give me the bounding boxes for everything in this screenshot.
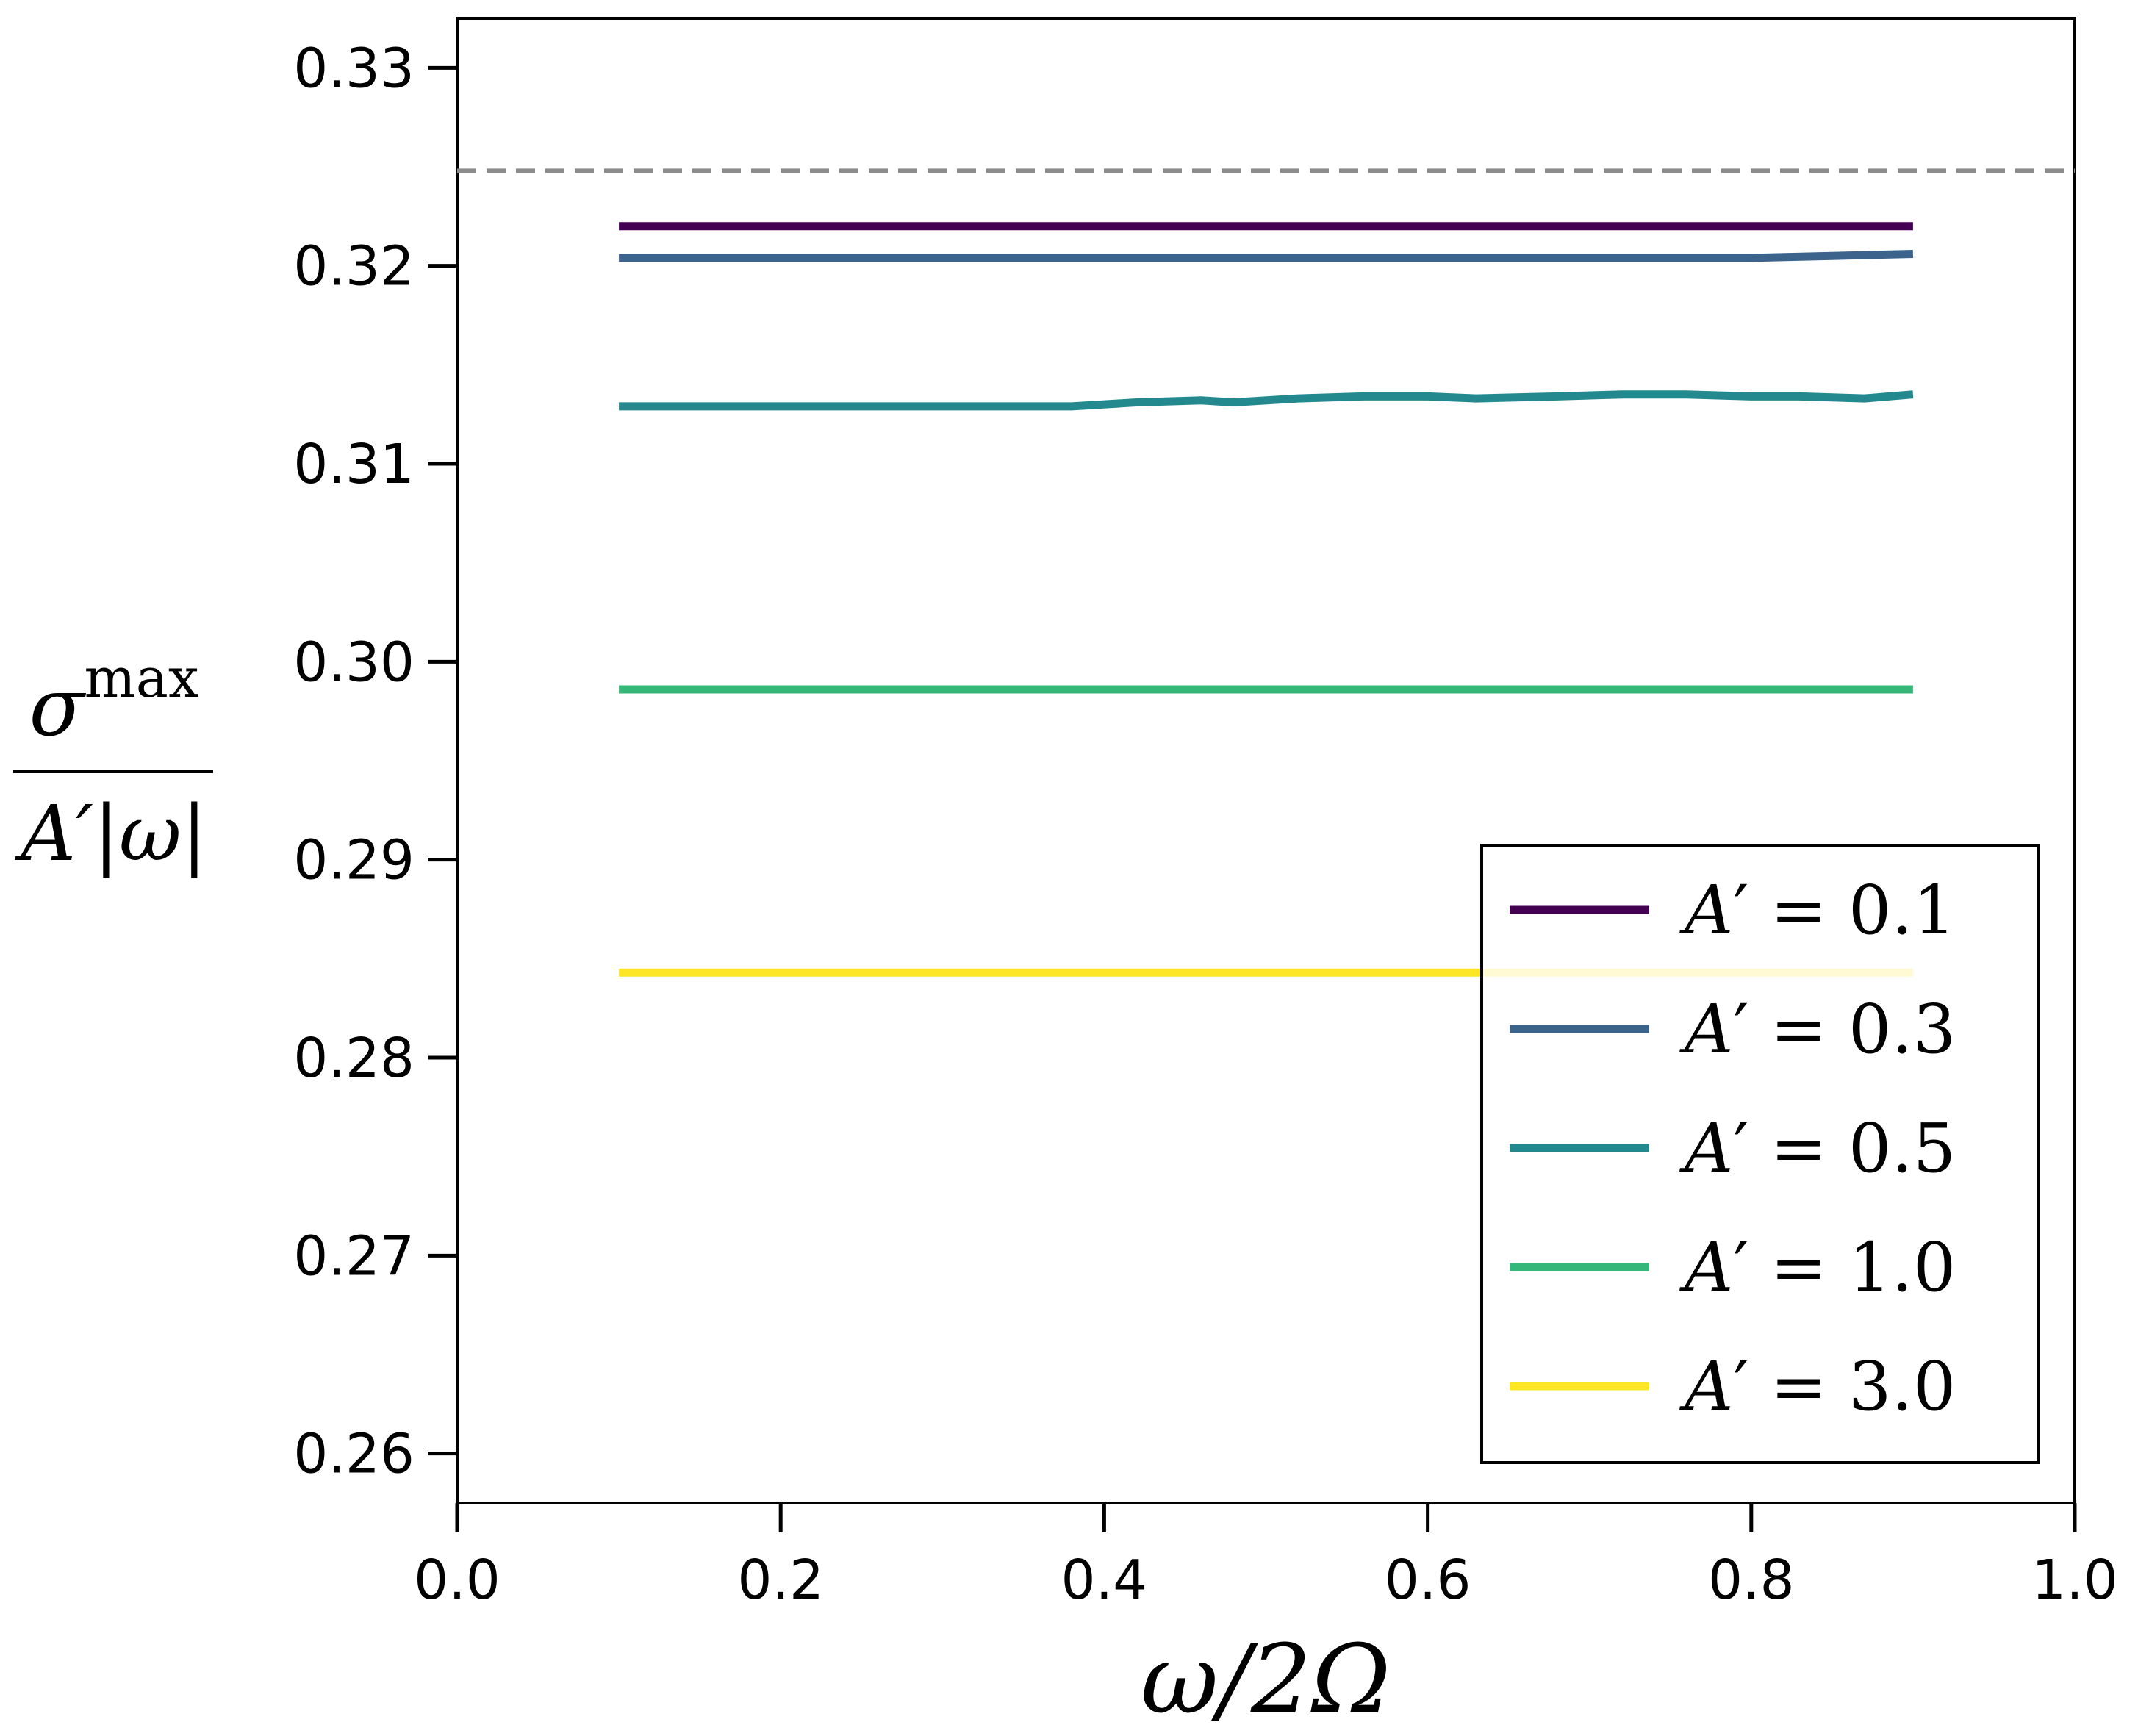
x-tick-label: 0.2 [737, 1549, 824, 1612]
x-tick-label: 0.8 [1708, 1549, 1795, 1612]
y-tick-label: 0.30 [293, 631, 415, 694]
y-label-numerator-sup: max [85, 647, 199, 710]
legend-label-5: A′ = 3.0 [1679, 1347, 1956, 1426]
y-tick-label: 0.33 [293, 37, 415, 100]
legend: A′ = 0.1 A′ = 0.3 A′ = 0.5 A′ = 1.0 A′ = 3.0 [1480, 844, 2040, 1464]
y-axis-ticks: 0.26 0.27 0.28 0.29 0.30 0.31 0.32 0.33 [293, 37, 457, 1486]
x-axis-label: ω/2Ω [1141, 1624, 1391, 1735]
series-line-3 [619, 390, 1914, 411]
legend-box [1480, 844, 2040, 1464]
y-tick-label: 0.27 [293, 1224, 415, 1288]
y-tick-label: 0.28 [293, 1027, 415, 1090]
x-tick-label: 1.0 [2031, 1549, 2118, 1612]
y-label-denominator: A′|ω| [15, 789, 207, 878]
legend-label-1: A′ = 0.1 [1679, 871, 1956, 950]
y-tick-label: 0.26 [293, 1423, 415, 1486]
x-tick-label: 0.0 [414, 1549, 501, 1612]
y-label-numerator: σ [29, 660, 86, 754]
y-tick-label: 0.31 [293, 433, 415, 496]
y-axis-label: σmax A′|ω| [13, 647, 213, 878]
y-tick-label: 0.29 [293, 829, 415, 892]
series-line-2 [619, 250, 1914, 262]
x-tick-label: 0.6 [1385, 1549, 1471, 1612]
x-tick-label: 0.4 [1061, 1549, 1148, 1612]
x-axis-ticks: 0.0 0.2 0.4 0.6 0.8 1.0 [414, 1503, 2118, 1612]
legend-label-2: A′ = 0.3 [1679, 990, 1956, 1069]
legend-entries: A′ = 0.1 A′ = 0.3 A′ = 0.5 A′ = 1.0 A′ = 3.0 [1510, 871, 1956, 1426]
y-tick-label: 0.32 [293, 235, 415, 298]
legend-label-4: A′ = 1.0 [1679, 1228, 1956, 1307]
y-label-numerator-group: σmax [29, 647, 198, 754]
legend-label-3: A′ = 0.5 [1679, 1109, 1956, 1188]
plot-area-frame [456, 17, 2076, 1504]
